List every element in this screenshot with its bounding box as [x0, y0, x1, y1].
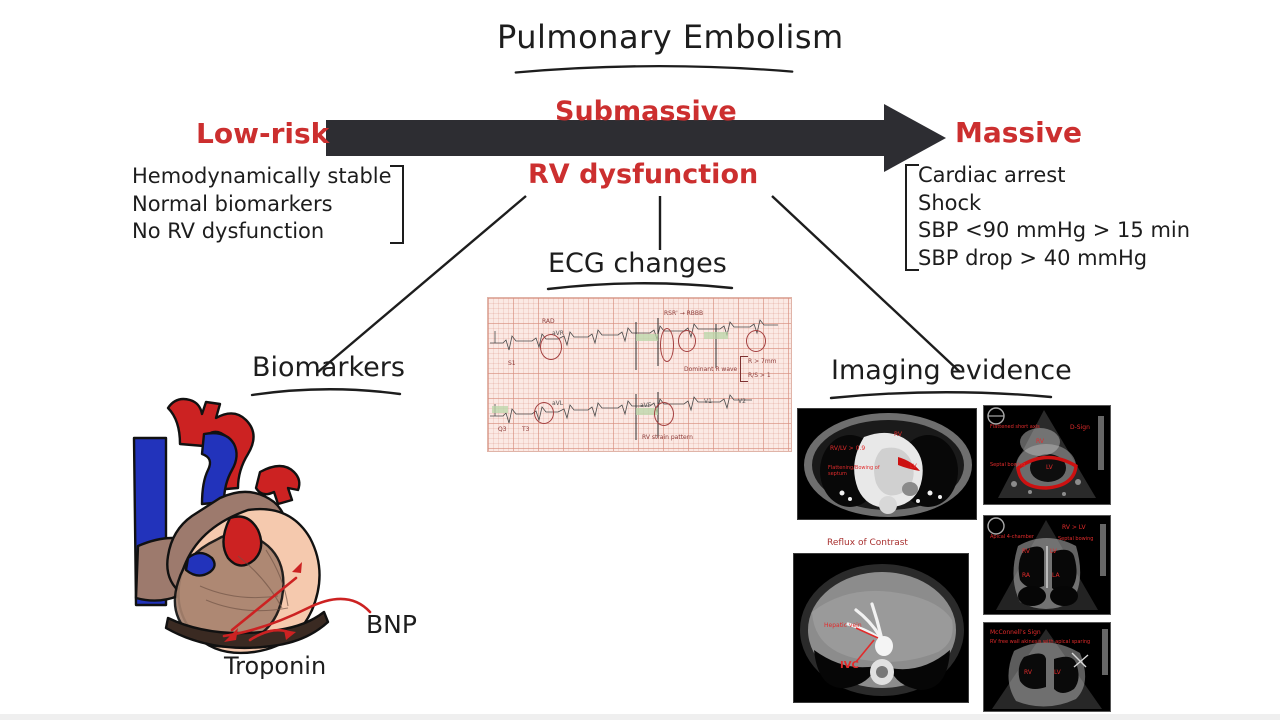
label-rv-dysfunction: RV dysfunction	[528, 159, 759, 190]
troponin-arrow	[230, 576, 298, 632]
biomarkers-underline	[250, 388, 402, 397]
echo-label-septal: Septal bowing	[1058, 536, 1094, 542]
massive-criteria-list: Cardiac arrest Shock SBP <90 mmHg > 15 m…	[905, 162, 1191, 273]
echo-label-view: Apical 4-chamber	[990, 534, 1034, 540]
ecg-highlight	[636, 408, 658, 415]
ecg-circle	[678, 330, 696, 352]
echo-label-d-sign: D-Sign	[1070, 424, 1090, 431]
page-title: Pulmonary Embolism	[497, 18, 844, 56]
echo-label-rv: RV	[1022, 548, 1030, 555]
ct-abdomen-title: Reflux of Contrast	[827, 538, 908, 548]
low-risk-item: Hemodynamically stable	[132, 164, 392, 188]
ct-label-rv: RV	[894, 431, 902, 438]
label-low-risk: Low-risk	[196, 117, 330, 150]
massive-item: SBP <90 mmHg > 15 min	[918, 218, 1191, 243]
ecg-annotation-rad: RAD	[542, 318, 555, 325]
ct-label-ivc: IVC	[840, 660, 859, 671]
ecg-annotation-r-amplitude: R > 7mm	[748, 358, 777, 365]
ct-label-hepatic-vein: Hepatic vein	[824, 622, 862, 629]
low-risk-criteria-list: Hemodynamically stable Normal biomarkers…	[132, 163, 404, 246]
ecg-criteria-bracket	[740, 356, 748, 382]
ct-chest-image: RV LV RV/LV > 0.9 Flattening/Bowing of s…	[797, 408, 977, 520]
label-submassive: Submassive	[555, 96, 737, 127]
ecg-underline	[546, 282, 734, 291]
echo-label-ratio: RV > LV	[1062, 524, 1086, 531]
echo-label-la: LA	[1052, 572, 1060, 579]
low-risk-item: No RV dysfunction	[132, 219, 325, 244]
title-underline	[514, 65, 794, 74]
bnp-arrow	[222, 597, 372, 638]
ecg-lead-label: V2	[738, 398, 746, 405]
massive-item: SBP drop > 40 mmHg	[918, 246, 1148, 271]
bottom-rule	[0, 714, 1280, 720]
echo-label-lv: LV	[1054, 669, 1061, 676]
ecg-annotation-t3: T3	[522, 426, 530, 433]
echo-apical-image: RV > LV Septal bowing Apical 4-chamber R…	[983, 515, 1111, 615]
ecg-lead-label: aVL	[552, 400, 564, 407]
ct-abdomen-pointers	[855, 627, 879, 663]
ecg-annotation-dominant-r: Dominant R wave	[684, 366, 738, 373]
echo-label-rv: RV	[1036, 438, 1044, 445]
ecg-lead-label: aVF	[640, 402, 652, 409]
ecg-annotation-s1: S1	[508, 360, 516, 367]
ecg-annotation-q3: Q3	[498, 426, 507, 433]
section-heading-biomarkers: Biomarkers	[252, 352, 405, 383]
echo-mcconnell-image: McConnell's Sign RV free wall akinesis w…	[983, 622, 1111, 712]
ecg-annotation-rsr: RSR' → RBBB	[664, 310, 704, 317]
massive-bracket	[905, 164, 919, 271]
label-troponin: Troponin	[224, 652, 327, 680]
ecg-annotation-rv-strain: RV strain pattern	[642, 434, 693, 441]
section-heading-ecg: ECG changes	[548, 248, 727, 279]
ecg-circle	[540, 334, 562, 360]
ecg-highlight	[704, 332, 728, 339]
ecg-circle	[534, 402, 554, 424]
imaging-underline	[829, 391, 1053, 400]
echo-label-mcconnell: McConnell's Sign	[990, 629, 1041, 636]
ecg-lead-label: V1	[704, 398, 712, 405]
low-risk-item: Normal biomarkers	[132, 191, 333, 216]
severity-arrow-shaft	[326, 120, 896, 156]
ecg-circle	[660, 328, 674, 362]
echo-label-detail: RV free wall akinesis with apical sparin…	[990, 639, 1091, 645]
ecg-highlight	[636, 334, 658, 341]
ecg-strip-image: RAD S1 Q3 T3 RSR' → RBBB Dominant R wave…	[487, 297, 792, 452]
section-heading-imaging: Imaging evidence	[831, 355, 1072, 386]
label-bnp: BNP	[366, 610, 417, 639]
echo-parasternal-image: D-Sign RV LV Flattened short axis Septal…	[983, 405, 1111, 505]
echo-label-septal: Septal bowing	[990, 462, 1026, 468]
low-risk-bracket	[389, 165, 404, 245]
heart-anatomy-illustration	[120, 390, 400, 660]
ct-label-ratio: RV/LV > 0.9	[830, 445, 866, 452]
echo-label-lv: LV	[1050, 548, 1057, 555]
massive-item: Shock	[918, 190, 982, 215]
echo-label-flattened: Flattened short axis	[990, 424, 1040, 430]
severity-arrow-head	[884, 104, 946, 172]
ecg-circle	[654, 402, 674, 426]
ct-label-septum: Flattening/Bowing of septum	[828, 465, 880, 477]
ct-label-lv: LV	[910, 463, 917, 470]
echo-label-ra: RA	[1022, 572, 1031, 579]
label-massive: Massive	[955, 116, 1082, 149]
echo-label-rv: RV	[1024, 669, 1032, 676]
ct-abdomen-image: Hepatic vein IVC	[793, 553, 969, 703]
echo-label-lv: LV	[1046, 464, 1053, 471]
ecg-highlight	[492, 406, 508, 413]
ecg-annotation-rs-ratio: R/S > 1	[748, 372, 771, 379]
massive-item: Cardiac arrest	[918, 163, 1066, 187]
ecg-lead-label: aVR	[552, 330, 564, 337]
ecg-circle	[746, 330, 766, 352]
